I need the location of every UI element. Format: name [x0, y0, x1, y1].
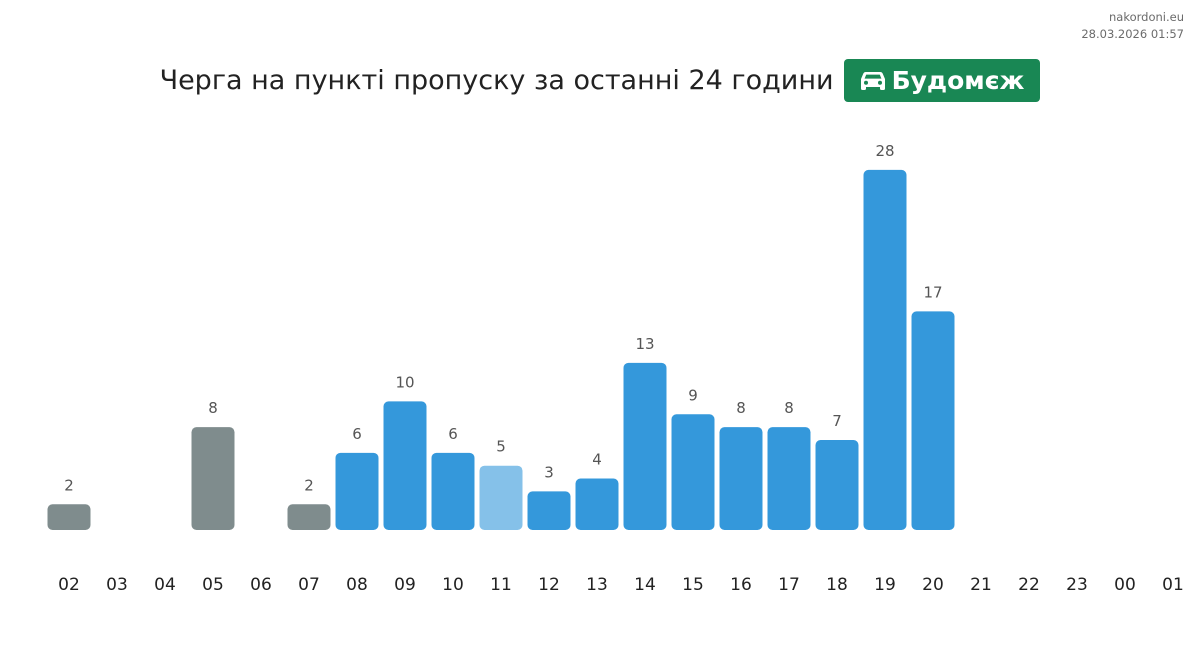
x-tick-label: 17 [778, 575, 800, 595]
x-tick-label: 20 [922, 575, 944, 595]
bar-value-label: 6 [448, 425, 458, 443]
x-tick-label: 07 [298, 575, 320, 595]
bar-14 [623, 362, 667, 530]
bar-value-label: 17 [923, 283, 942, 301]
car-icon [860, 71, 885, 90]
chart-header: Черга на пункті пропуску за останні 24 г… [0, 59, 1200, 102]
bar-value-label: 28 [875, 142, 894, 160]
x-tick-label: 03 [106, 575, 128, 595]
source-site: nakordoni.eu [1109, 10, 1184, 24]
checkpoint-name: Будомєж [891, 66, 1025, 95]
x-tick-label: 04 [154, 575, 176, 595]
x-tick-label: 21 [970, 575, 992, 595]
bar-value-label: 8 [784, 399, 794, 417]
bar-value-label: 3 [544, 463, 554, 481]
bar-19 [863, 169, 907, 531]
bar-12 [527, 491, 571, 530]
bar-02 [47, 504, 91, 530]
x-tick-label: 16 [730, 575, 752, 595]
bar-value-label: 9 [688, 386, 698, 404]
x-tick-label: 01 [1162, 575, 1184, 595]
x-tick-label: 02 [58, 575, 80, 595]
x-tick-label: 18 [826, 575, 848, 595]
bar-11 [479, 465, 523, 530]
x-tick-label: 23 [1066, 575, 1088, 595]
x-tick-label: 22 [1018, 575, 1040, 595]
x-tick-label: 11 [490, 575, 512, 595]
bar-value-label: 8 [208, 399, 218, 417]
x-tick-label: 00 [1114, 575, 1136, 595]
x-tick-label: 10 [442, 575, 464, 595]
x-tick-label: 06 [250, 575, 272, 595]
x-tick-label: 15 [682, 575, 704, 595]
bar-value-label: 10 [395, 373, 414, 391]
bar-18 [815, 439, 859, 530]
bar-17 [767, 427, 811, 530]
bar-value-label: 7 [832, 412, 842, 430]
bar-07 [287, 504, 331, 530]
x-tick-label: 08 [346, 575, 368, 595]
x-tick-label: 14 [634, 575, 656, 595]
bar-value-label: 4 [592, 451, 602, 469]
chart-title: Черга на пункті пропуску за останні 24 г… [159, 65, 834, 96]
bar-15 [671, 414, 715, 530]
bar-08 [335, 452, 379, 530]
bar-09 [383, 401, 427, 530]
bar-value-label: 13 [635, 335, 654, 353]
bar-10 [431, 452, 475, 530]
bar-05 [191, 427, 235, 530]
bar-value-label: 2 [64, 476, 74, 494]
x-tick-label: 13 [586, 575, 608, 595]
bar-value-label: 8 [736, 399, 746, 417]
x-tick-label: 09 [394, 575, 416, 595]
bar-value-label: 6 [352, 425, 362, 443]
bar-16 [719, 427, 763, 530]
bar-13 [575, 478, 619, 530]
bar-20 [911, 311, 955, 530]
bar-value-label: 5 [496, 438, 506, 456]
checkpoint-badge: Будомєж [843, 59, 1041, 102]
bar-value-label: 2 [304, 476, 314, 494]
source-timestamp: 28.03.2026 01:57 [1081, 27, 1184, 41]
x-tick-label: 05 [202, 575, 224, 595]
x-tick-label: 12 [538, 575, 560, 595]
source-info: nakordoni.eu 28.03.2026 01:57 [1081, 9, 1184, 43]
x-tick-label: 19 [874, 575, 896, 595]
